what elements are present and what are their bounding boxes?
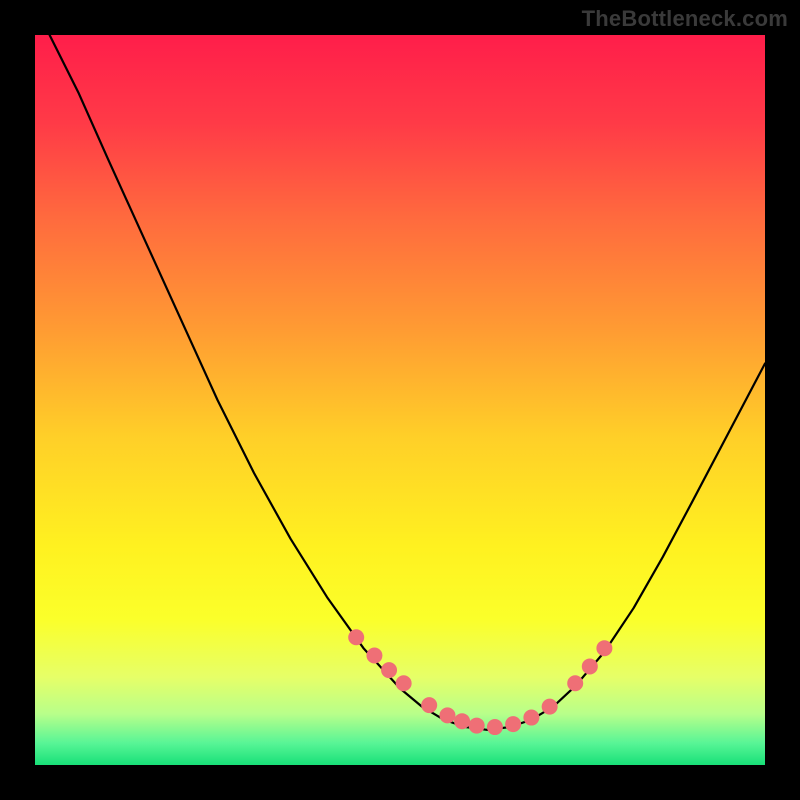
marker-dot bbox=[487, 720, 502, 735]
marker-dot bbox=[597, 641, 612, 656]
marker-dot bbox=[524, 710, 539, 725]
marker-dot bbox=[506, 717, 521, 732]
marker-dot bbox=[568, 676, 583, 691]
marker-dot bbox=[542, 699, 557, 714]
marker-dot bbox=[440, 708, 455, 723]
chart-markers-layer bbox=[35, 35, 765, 765]
chart-plot-area bbox=[35, 35, 765, 765]
marker-dot bbox=[422, 698, 437, 713]
marker-dot bbox=[396, 676, 411, 691]
watermark-text: TheBottleneck.com bbox=[582, 6, 788, 32]
marker-dot bbox=[367, 648, 382, 663]
marker-dot bbox=[455, 714, 470, 729]
marker-dot bbox=[582, 659, 597, 674]
marker-dot bbox=[469, 718, 484, 733]
marker-dot bbox=[382, 663, 397, 678]
marker-dot bbox=[349, 630, 364, 645]
